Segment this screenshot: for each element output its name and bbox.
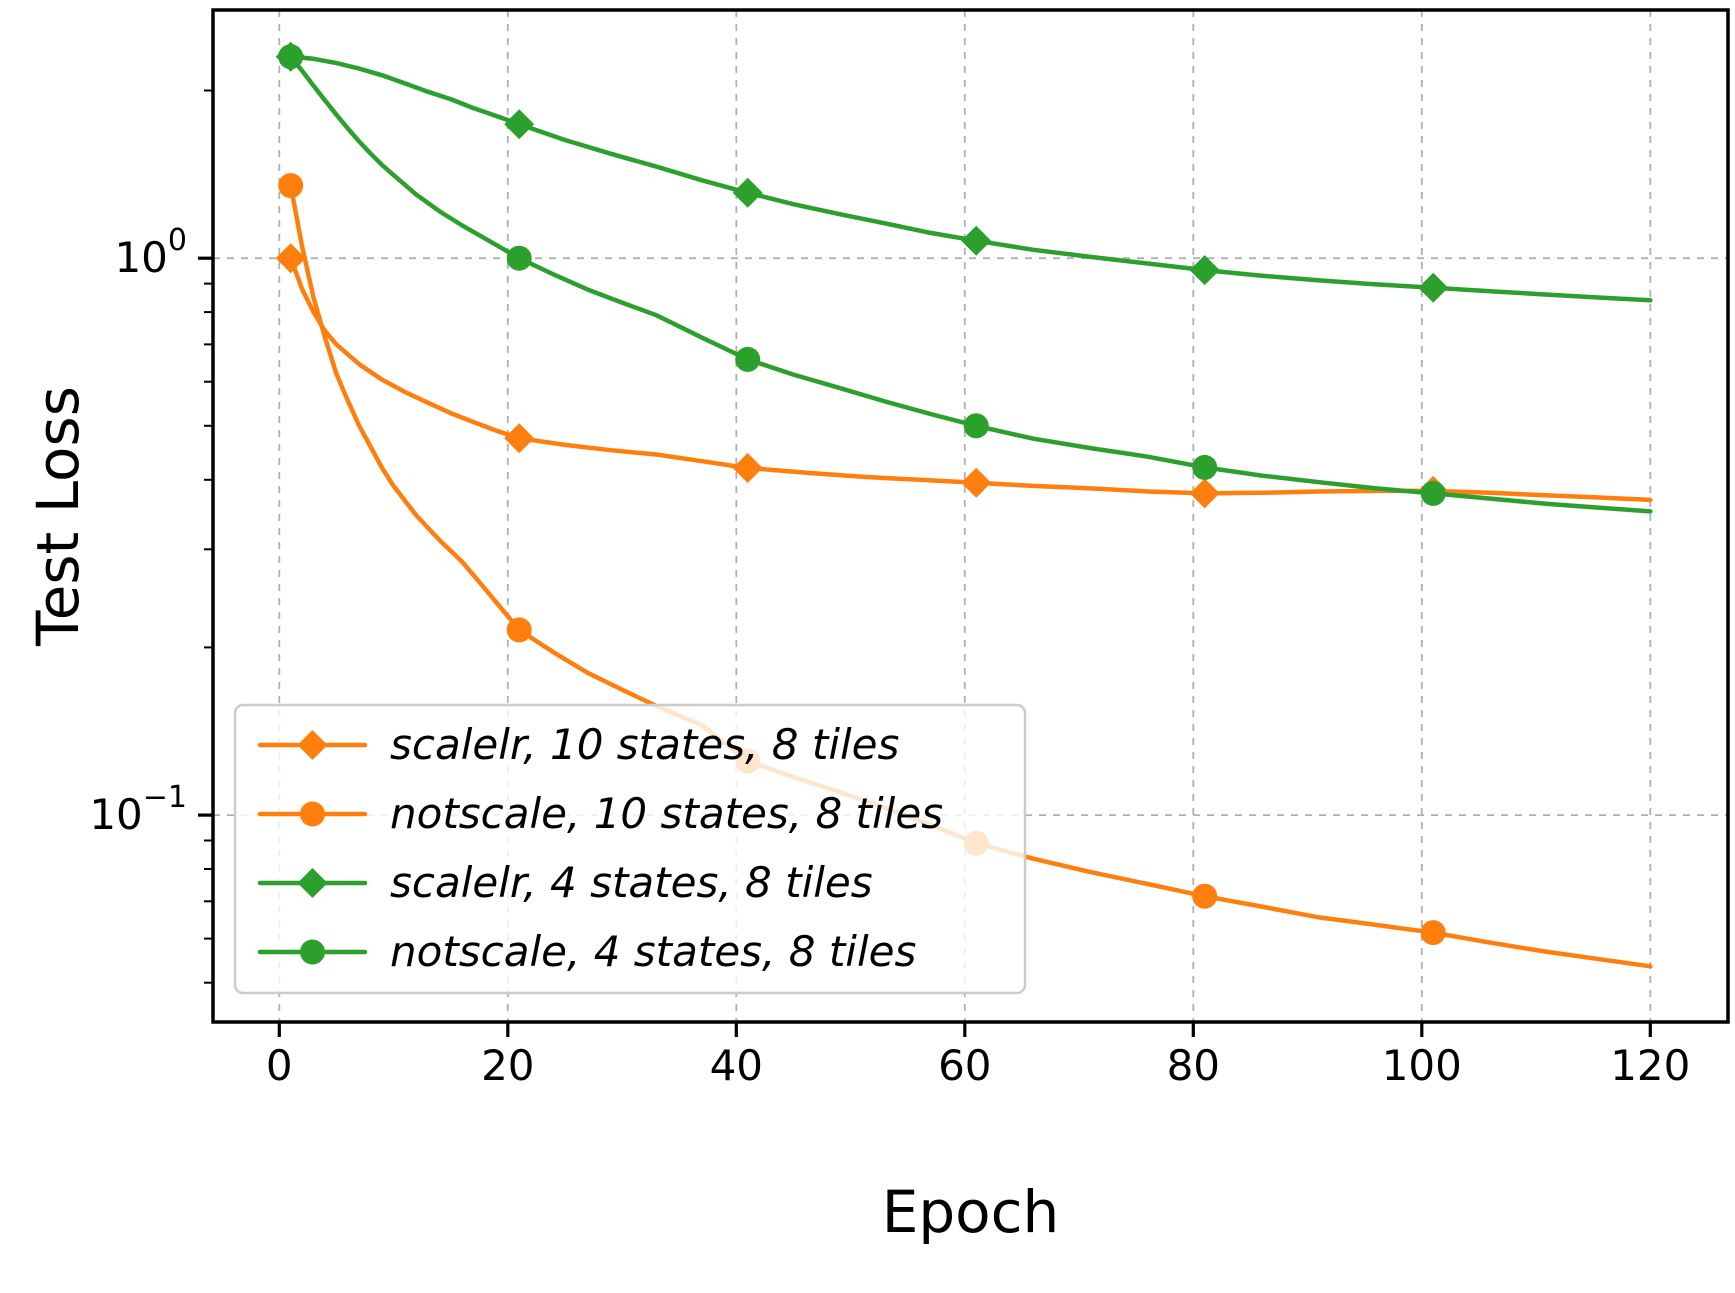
legend-marker: [297, 868, 328, 898]
x-tick-label: 100: [1382, 1041, 1462, 1090]
series-3-marker: [735, 346, 761, 372]
legend-box: [233, 703, 1027, 995]
series-1-marker: [1192, 883, 1218, 909]
legend-label: scalelr, 4 states, 8 tiles: [390, 858, 873, 907]
legend-marker: [297, 730, 328, 760]
series-3-marker: [963, 413, 989, 439]
series-0-marker: [732, 453, 763, 483]
series-3-marker: [506, 245, 532, 271]
series-2-marker: [732, 177, 763, 208]
legend-marker: [300, 801, 325, 827]
y-axis-label: Test Loss: [24, 386, 92, 646]
series-3-marker: [1420, 480, 1446, 506]
legend-marker: [300, 939, 325, 965]
series-1-marker: [1420, 920, 1446, 946]
series-2-marker: [1189, 255, 1220, 286]
series-3-marker: [278, 44, 304, 70]
x-tick-label: 60: [938, 1041, 991, 1090]
legend-label: notscale, 10 states, 8 tiles: [390, 789, 943, 838]
series-line-0: [288, 255, 1653, 503]
series-1-marker: [506, 617, 532, 643]
series-2-marker: [961, 225, 992, 256]
series-1-marker: [278, 173, 304, 199]
x-axis-label: Epoch: [881, 1178, 1060, 1246]
legend-label: notscale, 4 states, 8 tiles: [390, 927, 916, 976]
x-tick-label: 40: [710, 1041, 763, 1090]
series-2-marker: [504, 109, 535, 140]
y-tick-label: 100: [114, 223, 187, 282]
series-2-marker: [1418, 272, 1449, 303]
series-0-marker: [961, 467, 992, 498]
x-tick-label: 20: [481, 1041, 534, 1090]
series-3-marker: [1192, 454, 1218, 480]
series-line-2: [288, 54, 1653, 303]
series-0-marker: [1189, 478, 1220, 509]
series-0-marker: [275, 243, 306, 274]
x-tick-label: 80: [1167, 1041, 1220, 1090]
plot-frame: [211, 8, 1730, 1024]
x-tick-label: 120: [1610, 1041, 1690, 1090]
y-tick-label: 10−1: [89, 780, 187, 839]
x-tick-label: 0: [266, 1041, 293, 1090]
legend-label: scalelr, 10 states, 8 tiles: [390, 720, 899, 769]
series-line-3: [288, 54, 1653, 514]
series-0-marker: [504, 423, 535, 454]
